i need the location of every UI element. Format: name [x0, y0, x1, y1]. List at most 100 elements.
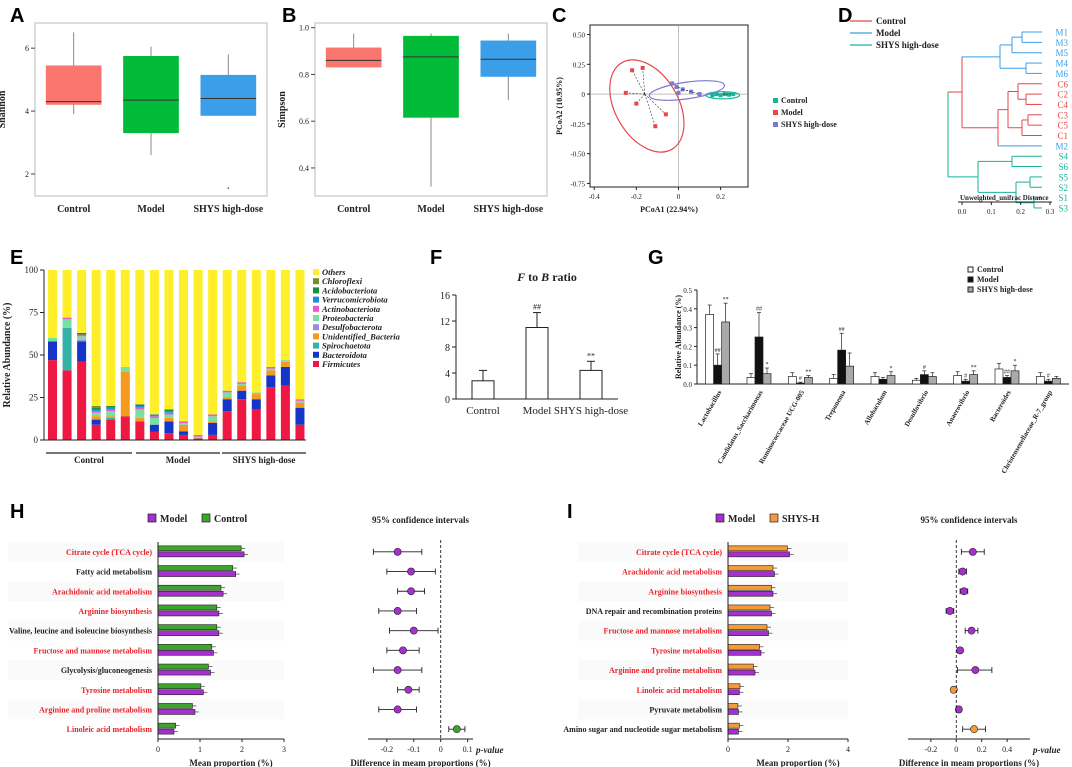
stacked-segment-8-4: [164, 412, 174, 415]
stacked-segment-4-2: [106, 406, 116, 408]
pathway-label-h-7: Tyrosine metabolism: [81, 686, 152, 695]
x-tick-label-c-2: 0: [677, 193, 681, 201]
grouped-bar-2-2: [803, 377, 813, 385]
stacked-segment-3-2: [91, 407, 101, 410]
grouped-bar-6-1: [961, 380, 971, 385]
stacked-segment-9-4: [179, 421, 189, 423]
sig-mark-g-6-2: **: [971, 365, 977, 371]
mean-bar-i-2-a: [727, 590, 774, 597]
ci-point-i-1: [958, 567, 967, 576]
pathway-label-h-3: Arginine biosynthesis: [78, 607, 152, 616]
x-tick-label-f-2: SHYS high-dose: [554, 405, 628, 417]
pathway-label-i-0: Citrate cycle (TCA cycle): [636, 548, 722, 557]
x-tick-label-g-7: Bacteroides: [988, 389, 1012, 423]
stacked-segment-7-4: [149, 416, 159, 418]
pcoa-point-1-4: [653, 124, 658, 129]
y-tick-label-b-0: 0.4: [299, 164, 309, 173]
x-tick-label-ci-i-1: 0: [954, 745, 958, 754]
sig-mark-g-1-1: ##: [756, 307, 762, 313]
mean-bar-h-3-b: [157, 604, 218, 611]
chart-title-f-part-3: ratio: [549, 270, 577, 284]
y-axis-label-b: Simpson: [277, 91, 288, 128]
x-axis-label-d: Unweighted_unifrac Distance: [960, 194, 1048, 202]
legend-label-e-0: Others: [322, 267, 346, 277]
mean-bar-i-6-a: [727, 669, 756, 676]
pathway-label-h-4: Valine, leucine and isoleucine biosynthe…: [9, 627, 152, 636]
row-stripe-i-8: [578, 699, 848, 720]
y-tick-label-a-0: 2: [25, 170, 29, 179]
y-tick-label-b-2: 0.8: [299, 70, 309, 79]
panel-label-g: G: [648, 247, 664, 269]
stacked-segment-13-7: [237, 385, 247, 391]
mean-bar-i-2-b: [727, 584, 772, 591]
stacked-segment-6-10: [135, 421, 145, 440]
ratio-bar-0: [471, 380, 495, 400]
x-tick-label-ci-h-2: 0: [439, 745, 443, 754]
mean-bar-h-1-a: [157, 571, 236, 577]
y-axis-label-g: Relative Abundance (%): [674, 295, 683, 379]
grouped-bar-3-2: [845, 365, 855, 385]
stacked-segment-15-9: [266, 375, 276, 388]
stacked-segment-13-5: [237, 383, 247, 386]
stacked-segment-8-10: [164, 433, 174, 440]
sig-mark-g-3-1: ##: [839, 327, 845, 333]
x-tick-label-a-1: Model: [137, 204, 164, 215]
stacked-segment-4-7: [106, 416, 116, 418]
mean-bar-i-5-b: [727, 644, 760, 650]
stacked-segment-4-10: [106, 419, 116, 440]
legend-swatch-c-0: [773, 98, 778, 103]
y-tick-label-c-0: -0.75: [570, 180, 585, 188]
legend-swatch-e-3: [313, 296, 319, 303]
legend-swatch-c-2: [773, 122, 778, 127]
legend-swatch-e-10: [313, 361, 319, 367]
stacked-segment-13-0: [237, 270, 247, 383]
stacked-segment-1-10: [62, 370, 72, 440]
legend-label-e-4: Actinobacteriota: [321, 304, 381, 314]
chart-title-f-part-0: F: [516, 270, 525, 284]
stacked-segment-16-5: [280, 360, 290, 362]
x-tick-label-mean-i-1: 2: [786, 745, 790, 754]
pcoa-point-0-3: [722, 92, 727, 97]
stacked-segment-7-0: [149, 270, 159, 415]
stacked-segment-8-2: [164, 409, 174, 412]
legend-label-e-10: Firmicutes: [321, 359, 361, 369]
stacked-segment-4-0: [106, 270, 116, 406]
pathway-label-i-9: Amino sugar and nucleotide sugar metabol…: [563, 725, 722, 734]
spider-line-1-4: [644, 93, 656, 127]
stacked-segment-13-4: [237, 382, 247, 384]
grouped-bar-1-0: [746, 377, 756, 385]
legend-swatch-e-8: [313, 342, 319, 349]
spider-line-1-0: [631, 70, 646, 95]
stacked-segment-6-0: [135, 270, 145, 405]
stacked-segment-15-0: [266, 270, 276, 367]
leaf-label-C1: C1: [1057, 131, 1068, 141]
row-stripe-i-6: [578, 660, 848, 680]
chart-title-f-part-1: to: [525, 270, 541, 284]
outlier-a-0: [227, 187, 230, 189]
ci-point-i-5: [956, 646, 965, 655]
grouped-bar-4-0: [870, 376, 880, 385]
y-tick-label-b-1: 0.6: [299, 117, 309, 126]
ci-point-i-2: [960, 587, 968, 596]
stacked-segment-6-2: [135, 404, 145, 406]
stacked-segment-14-7: [251, 394, 261, 400]
ci-point-h-5: [399, 646, 407, 655]
confidence-ellipse-1: [609, 59, 685, 153]
stacked-segment-9-7: [179, 424, 189, 432]
stacked-segment-17-9: [295, 407, 305, 425]
panel-label-d: D: [838, 5, 852, 27]
x-tick-label-ci-h-3: 0.1: [463, 745, 473, 754]
x-tick-label-ci-h-1: -0.1: [407, 745, 420, 754]
leaf-label-C2: C2: [1057, 90, 1068, 100]
legend-label-g-0: Control: [977, 265, 1004, 274]
pathway-label-i-3: DNA repair and recombination proteins: [586, 607, 722, 616]
pcoa-point-1-3: [623, 90, 628, 95]
legend-label-d-2: SHYS high-dose: [876, 40, 939, 50]
pvalue-label-h: p-value: [475, 745, 504, 755]
spider-line-2-5: [682, 89, 700, 95]
stacked-segment-9-9: [179, 431, 189, 435]
stacked-segment-12-9: [222, 399, 232, 412]
leaf-label-S3: S3: [1058, 203, 1068, 213]
stacked-segment-4-5: [106, 411, 116, 417]
stacked-segment-0-5: [48, 338, 58, 342]
